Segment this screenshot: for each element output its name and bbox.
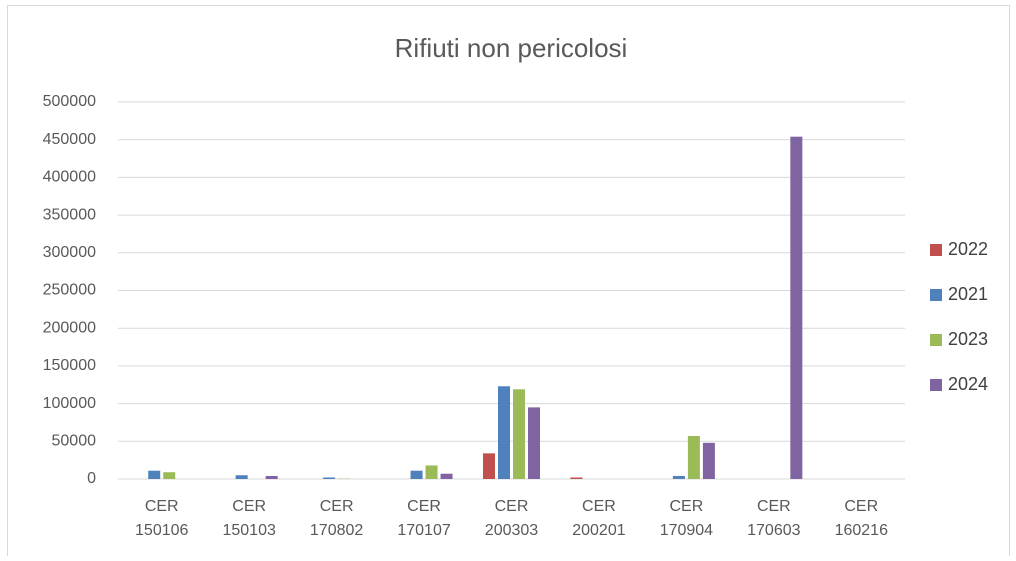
- legend-label: 2023: [948, 329, 988, 349]
- y-tick-label: 0: [87, 470, 96, 487]
- y-tick-label: 200000: [43, 319, 96, 336]
- y-tick-label: 300000: [43, 244, 96, 261]
- bar: [790, 137, 802, 479]
- bar: [148, 471, 160, 479]
- y-tick-label: 400000: [43, 169, 96, 186]
- bar: [411, 471, 423, 479]
- bar: [513, 389, 525, 479]
- bar: [426, 465, 438, 479]
- legend-swatch: [930, 379, 942, 391]
- legend-swatch: [930, 289, 942, 301]
- bar: [688, 436, 700, 479]
- bar: [236, 475, 248, 479]
- y-tick-label: 50000: [52, 433, 97, 450]
- bar: [441, 474, 453, 479]
- y-tick-label: 100000: [43, 395, 96, 412]
- bar: [703, 443, 715, 479]
- bar: [266, 476, 278, 479]
- legend-swatch: [930, 334, 942, 346]
- y-tick-label: 150000: [43, 357, 96, 374]
- y-tick-label: 450000: [43, 131, 96, 148]
- y-tick-label: 350000: [43, 206, 96, 223]
- bar: [163, 472, 175, 479]
- y-tick-label: 250000: [43, 282, 96, 299]
- legend-label: 2024: [948, 374, 988, 394]
- bar: [673, 476, 685, 479]
- bar: [483, 453, 495, 479]
- legend-label: 2021: [948, 284, 988, 304]
- y-tick-label: 500000: [43, 93, 96, 110]
- legend-swatch: [930, 244, 942, 256]
- legend-label: 2022: [948, 239, 988, 259]
- bar: [570, 477, 582, 479]
- bar: [323, 477, 335, 479]
- bar: [498, 386, 510, 479]
- chart-title: Rifiuti non pericolosi: [395, 33, 628, 63]
- bar: [528, 407, 540, 479]
